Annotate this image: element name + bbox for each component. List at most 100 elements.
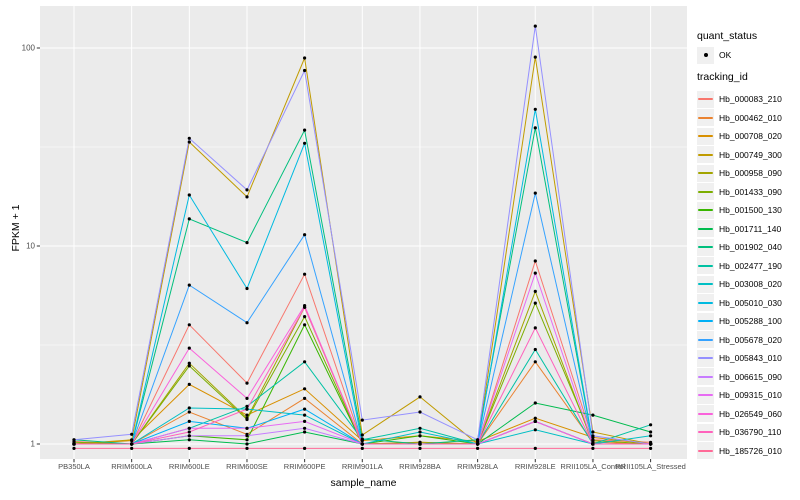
legend-item: Hb_000958_090: [697, 164, 782, 183]
legend-item-label: Hb_001500_130: [719, 205, 782, 216]
legend-key-swatch: [697, 294, 714, 312]
data-point: [245, 407, 249, 411]
data-point: [303, 407, 307, 411]
legend-item: Hb_005010_030: [697, 294, 782, 313]
legend-item-label: Hb_005678_020: [719, 334, 782, 345]
data-point: [533, 289, 537, 293]
legend-item-label: Hb_002477_190: [719, 260, 782, 271]
legend-key-line: [698, 135, 713, 138]
legend-item-label: Hb_000958_090: [719, 168, 782, 179]
legend-item-label: Hb_005010_030: [719, 297, 782, 308]
series-points-Hb_185726_010: [72, 446, 653, 450]
legend-key-line: [698, 431, 713, 434]
data-point: [649, 423, 653, 427]
legend-item: Hb_006615_090: [697, 368, 782, 387]
data-point: [72, 438, 76, 442]
data-point: [418, 446, 422, 450]
data-point: [476, 438, 480, 442]
data-point: [245, 321, 249, 325]
legend-item-label: Hb_009315_010: [719, 390, 782, 401]
data-point: [418, 410, 422, 414]
data-point: [187, 346, 191, 350]
legend-key-swatch: [697, 238, 714, 256]
x-tick-label: RRIM600PE: [283, 462, 326, 471]
legend: quant_status OK tracking_id Hb_000083_21…: [697, 0, 800, 500]
data-point: [533, 419, 537, 423]
data-point: [187, 217, 191, 221]
legend-item: Hb_001500_130: [697, 201, 782, 220]
data-point: [72, 442, 76, 446]
legend-key-line: [698, 172, 713, 175]
legend-key-swatch: [697, 109, 714, 127]
legend-item: Hb_009315_010: [697, 386, 782, 405]
data-point: [533, 271, 537, 275]
legend-key-line: [698, 338, 713, 341]
data-point: [533, 401, 537, 405]
data-point: [533, 24, 537, 28]
legend-item-label: Hb_001902_040: [719, 242, 782, 253]
data-point: [303, 272, 307, 276]
data-point: [303, 233, 307, 237]
data-point: [303, 430, 307, 434]
x-tick-label: RRII105LA_Stressed: [615, 462, 686, 471]
legend-item-label: Hb_185726_010: [719, 445, 782, 456]
data-point: [649, 430, 653, 434]
data-point: [360, 438, 364, 442]
legend-item-label: Hb_000462_010: [719, 112, 782, 123]
legend-item: Hb_001711_140: [697, 220, 782, 239]
data-point: [187, 136, 191, 140]
x-tick-label: RRIM901LA: [341, 462, 383, 471]
legend-item: Hb_000708_020: [697, 127, 782, 146]
legend-title-quant-status: quant_status: [697, 30, 758, 42]
x-tick-label: RRIM600SE: [226, 462, 268, 471]
data-point: [533, 446, 537, 450]
data-point: [591, 413, 595, 417]
y-tick-label: 1: [30, 439, 35, 449]
data-point: [303, 305, 307, 309]
legend-item-label: Hb_006615_090: [719, 371, 782, 382]
legend-key-line: [698, 375, 713, 378]
x-tick-label: RRII105LA_Control: [560, 462, 626, 471]
legend-item: Hb_005288_100: [697, 312, 782, 331]
legend-item-label: Hb_000708_020: [719, 131, 782, 142]
data-point: [245, 195, 249, 199]
data-point: [533, 416, 537, 420]
data-point: [245, 434, 249, 438]
legend-item-label: Hb_005843_010: [719, 353, 782, 364]
data-point: [187, 446, 191, 450]
legend-item: Hb_001433_090: [697, 183, 782, 202]
data-point: [130, 446, 134, 450]
data-point: [591, 434, 595, 438]
point-icon: [703, 53, 708, 58]
y-tick-label: 100: [21, 43, 35, 53]
data-point: [591, 430, 595, 434]
legend-key-line: [698, 190, 713, 193]
legend-item-label: Hb_001433_090: [719, 186, 782, 197]
data-point: [303, 387, 307, 391]
legend-key-swatch: [697, 146, 714, 164]
data-point: [303, 419, 307, 423]
legend-item-label: Hb_036790_110: [719, 427, 782, 438]
data-point: [245, 446, 249, 450]
data-point: [533, 347, 537, 352]
legend-item-label: Hb_026549_060: [719, 408, 782, 419]
legend-key-swatch: [697, 183, 714, 201]
y-tick-label: 10: [26, 241, 35, 251]
data-point: [187, 430, 191, 434]
data-point: [360, 433, 364, 437]
data-point: [418, 442, 422, 446]
data-point: [303, 446, 307, 450]
legend-key-swatch: [697, 257, 714, 275]
legend-key-swatch: [697, 423, 714, 441]
data-point: [360, 446, 364, 450]
data-point: [245, 404, 249, 408]
legend-key-line: [698, 394, 713, 397]
legend-key-swatch: [697, 164, 714, 182]
data-point: [533, 301, 537, 305]
data-point: [187, 283, 191, 287]
data-point: [591, 442, 595, 446]
x-axis-title: sample_name: [330, 477, 397, 489]
legend-item-label: Hb_001711_140: [719, 223, 782, 234]
